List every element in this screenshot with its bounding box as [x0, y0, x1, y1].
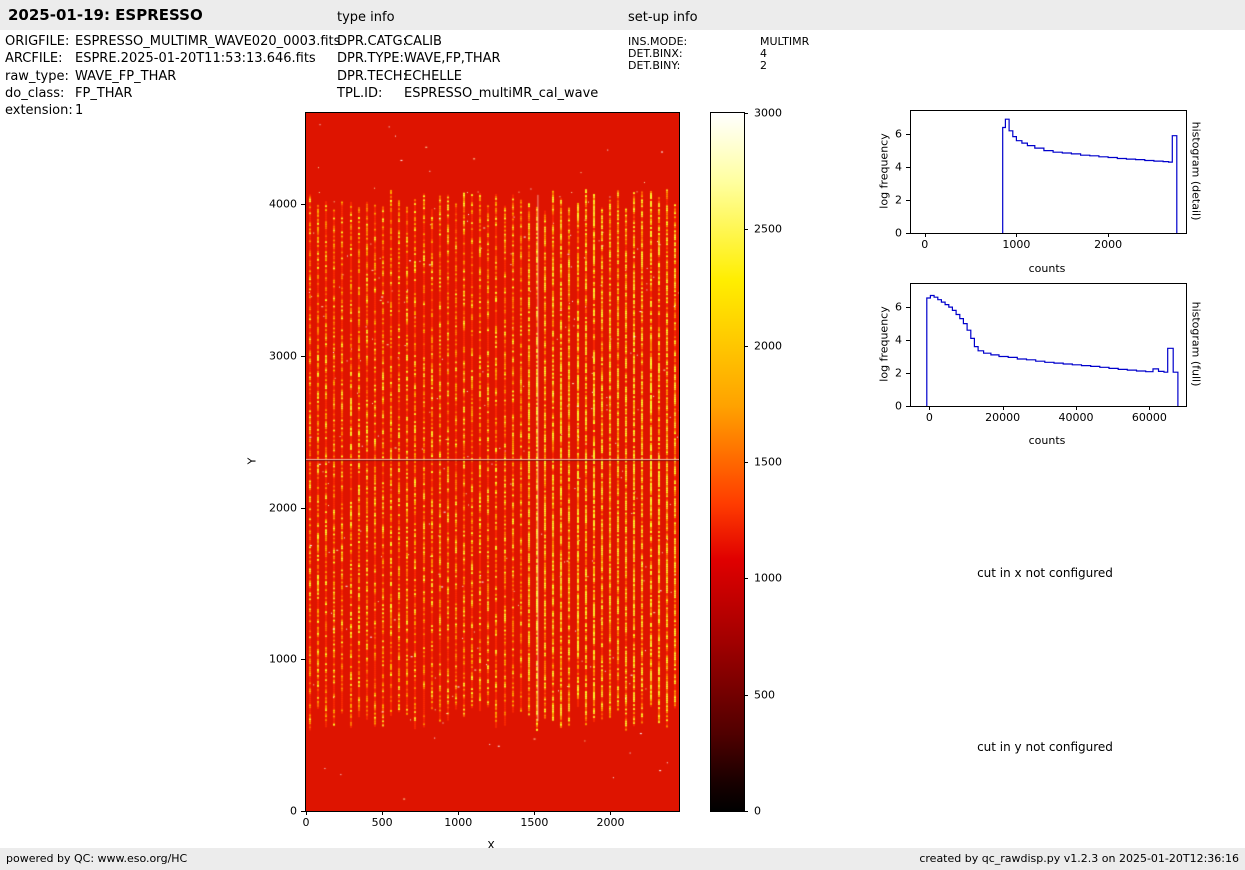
- cut-x-message: cut in x not configured: [977, 566, 1113, 580]
- histogram-detail-plot: 0 1000 2000 0 2 4 6: [895, 110, 1187, 251]
- meta-label: ARCFILE:: [5, 51, 63, 66]
- meta-label: extension:: [5, 103, 73, 118]
- header-bar: 2025-01-19: ESPRESSO type info set-up in…: [0, 0, 1245, 30]
- histogram-full-ylabel: log frequency: [877, 306, 891, 382]
- meta-label: DPR.CATG:: [337, 34, 407, 49]
- x-axis-label: X: [487, 839, 495, 852]
- meta-label: DPR.TECH:: [337, 69, 407, 84]
- histogram-detail-side-label: histogram (detail): [1189, 121, 1203, 221]
- type-info-heading: type info: [337, 10, 395, 25]
- meta-label: DET.BINY:: [628, 59, 681, 72]
- meta-label: ORIGFILE:: [5, 34, 70, 49]
- meta-value: WAVE,FP,THAR: [404, 51, 501, 66]
- meta-value: ECHELLE: [404, 69, 462, 84]
- raw-image-plot: 0 500 1000 1500 2000 0 1000 2000 3000 4000: [269, 112, 680, 829]
- histogram-full-plot: 0 20000 40000 60000 0 2 4 6: [895, 283, 1187, 424]
- histogram-detail-xlabel: counts: [1028, 262, 1066, 275]
- histogram-full-xlabel: counts: [1028, 434, 1066, 447]
- meta-value: WAVE_FP_THAR: [75, 69, 177, 84]
- meta-value: 1: [75, 103, 84, 118]
- y-axis-label: Y: [245, 457, 259, 465]
- cut-y-message: cut in y not configured: [977, 740, 1113, 754]
- setup-info-heading: set-up info: [628, 10, 698, 25]
- meta-value: FP_THAR: [75, 86, 133, 101]
- histogram-detail-ylabel: log frequency: [877, 133, 891, 209]
- meta-value: CALIB: [404, 34, 442, 49]
- colorbar: 0 500 1000 1500 2000 2500 3000: [710, 107, 782, 818]
- meta-label: raw_type:: [5, 69, 69, 84]
- page-title: 2025-01-19: ESPRESSO: [8, 6, 203, 24]
- meta-label: INS.MODE:: [628, 35, 688, 48]
- meta-value: ESPRESSO_MULTIMR_WAVE020_0003.fits: [75, 34, 341, 49]
- colorbar-gradient: [711, 113, 744, 811]
- meta-value: MULTIMR: [760, 35, 810, 48]
- raw-image-canvas: [306, 113, 679, 811]
- footer-credit-right: created by qc_rawdisp.py v1.2.3 on 2025-…: [919, 852, 1239, 865]
- meta-value: 4: [760, 47, 767, 60]
- meta-label: DPR.TYPE:: [337, 51, 404, 66]
- meta-label: do_class:: [5, 86, 65, 101]
- meta-label: TPL.ID:: [337, 86, 383, 101]
- meta-value: ESPRE.2025-01-20T11:53:13.646.fits: [75, 51, 316, 66]
- footer-credit-left: powered by QC: www.eso.org/HC: [6, 852, 188, 865]
- meta-value: 2: [760, 59, 767, 72]
- meta-label: DET.BINX:: [628, 47, 683, 60]
- footer-bar: powered by QC: www.eso.org/HC created by…: [0, 848, 1245, 870]
- meta-value: ESPRESSO_multiMR_cal_wave: [404, 86, 599, 101]
- histogram-full-side-label: histogram (full): [1189, 301, 1203, 387]
